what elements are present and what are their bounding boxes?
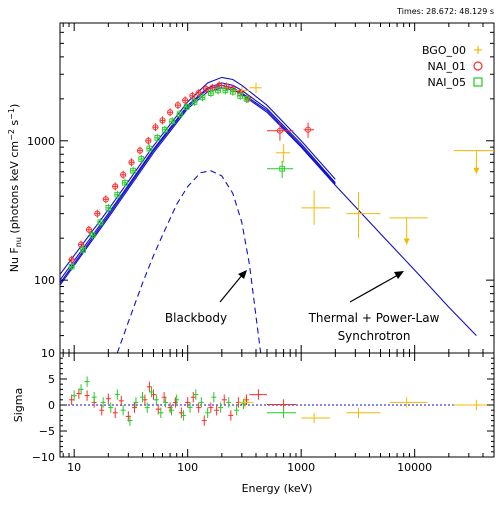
blackbody-annotation: Blackbody [165,311,227,325]
spectrum-plot-area [60,76,494,353]
data-point-square [162,126,168,133]
data-point-square [89,232,96,239]
residuals-y-tick-label: 10 [41,347,55,360]
residuals-y-tick-label: 5 [48,373,55,386]
spectrum-y-tick-label: 1000 [27,135,55,148]
data-point-square [80,246,87,253]
data-point-square [114,191,121,198]
data-point-circle [276,127,283,134]
data-point-square [199,94,206,101]
x-axis-ticks: 10 100 1000 10000 [62,23,495,474]
residuals-y-tick-label: 0 [48,399,55,412]
legend-marker-circle [473,61,483,71]
model-curve [60,82,336,281]
upper-limit-arrow [473,167,480,174]
residual-series-bgo-00 [238,397,494,424]
legend-label-nai-01: NAI_01 [428,60,467,73]
data-point-circle [94,210,101,217]
legend-marker-square [473,77,483,87]
data-point-square [222,87,229,94]
upper-limit-arrow [403,238,410,245]
data-point-square [105,205,112,211]
residual-series-nai-05 [71,376,296,426]
x-axis-label: Energy (keV) [242,482,313,495]
data-point-square [169,118,176,125]
data-point-square [68,263,75,270]
data-point-circle [136,147,144,154]
data-point-circle [167,109,174,116]
data-point-square [183,104,190,110]
model-curve [60,84,336,284]
data-point-circle [305,126,312,133]
data-point-circle [152,124,159,131]
data-point-circle [68,256,75,263]
data-point-square [229,88,236,95]
data-point-circle [159,117,166,124]
residuals-y-tick-label: −5 [39,425,55,438]
spectrum-y-tick-label: 100 [34,274,55,287]
blackbody-model-curve [116,170,262,353]
spectrum-y-axis-label: Nu Fnu (photons keV cm−2 s−1) [7,104,23,273]
residuals-y-axis-label: Sigma [12,388,25,422]
data-point-square [176,111,183,118]
data-point-square [130,167,136,174]
series-bgo-00 [232,82,494,245]
series-nai-05 [68,86,294,271]
model-curve [60,76,336,275]
data-point-circle [174,102,181,109]
data-point-circle [85,226,93,233]
spectrum-y-ticks: 100 1000 [27,22,494,354]
data-point-circle [112,183,119,190]
data-point-circle [195,90,202,97]
data-point-square [97,219,104,226]
data-point-square [146,145,153,152]
data-point-square [215,87,221,94]
data-point-circle [189,92,196,99]
model-curve [60,87,477,336]
residuals-y-ticks: −10 −5 0 5 10 [32,347,494,464]
data-point-square [154,134,161,141]
data-point-square [237,93,244,99]
legend-label-bgo-00: BGO_00 [422,44,466,57]
data-point-square [279,165,286,172]
synchrotron-annotation: Synchrotron [338,329,411,343]
data-point-square [122,179,128,186]
legend-label-nai-05: NAI_05 [428,76,467,89]
x-tick-label: 1000 [287,461,315,474]
data-point-circle [223,83,230,90]
data-point-circle [120,171,127,178]
thermal-powerlaw-annotation: Thermal + Power-Law [308,311,440,325]
thermal-arrowhead [394,271,404,279]
residuals-y-tick-label: −10 [32,451,55,464]
residuals-plot-area [60,376,494,426]
data-point-circle [128,159,135,166]
series-nai-01 [68,81,315,264]
data-point-square [191,99,198,105]
data-point-circle [182,97,189,104]
times-label: Times: 28.672: 48.129 s [396,7,494,16]
data-point-square [207,90,214,96]
legend: BGO_00 NAI_01 NAI_05 [422,44,483,89]
data-point-square [243,95,250,102]
thermal-arrow-line [349,274,399,303]
data-point-circle [145,137,152,144]
data-point-circle [202,86,210,93]
blackbody-arrowhead [238,270,247,279]
data-point-circle [102,196,109,203]
blackbody-arrow-line [219,273,244,303]
x-tick-label: 10 [67,461,81,474]
data-point-square [138,156,145,162]
x-tick-label: 100 [177,461,198,474]
x-tick-label: 10000 [397,461,432,474]
